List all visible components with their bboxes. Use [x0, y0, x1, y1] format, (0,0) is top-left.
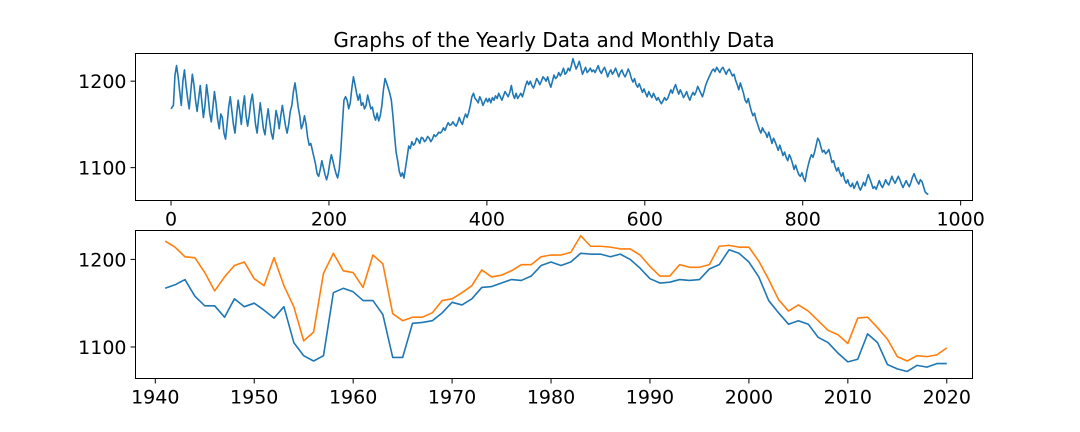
- yearly-chart-plot-area: [170, 57, 929, 196]
- monthly-series-line-2: [164, 234, 948, 362]
- monthly-x-tick-label: 1950: [230, 387, 278, 409]
- monthly-x-tick-label: 1960: [329, 387, 377, 409]
- monthly-y-tick-label: 1200: [78, 249, 126, 271]
- monthly-y-tick-label: 1100: [78, 337, 126, 359]
- monthly-x-tick-label: 1970: [428, 387, 476, 409]
- yearly-y-tick-label: 1100: [78, 158, 126, 180]
- yearly-series-line-1: [170, 57, 929, 196]
- yearly-chart-frame: [135, 53, 973, 201]
- monthly-x-tick-label: 2000: [725, 387, 773, 409]
- yearly-chart-panel: 0 200 400 600 800 1000 1100 1200: [78, 53, 985, 231]
- monthly-chart-plot-area: [164, 234, 948, 373]
- yearly-x-tick-label: 600: [627, 209, 663, 231]
- monthly-chart-x-axis: 1940 1950 1960 1970 1980 1990 2000 2010 2020: [131, 378, 971, 409]
- yearly-x-tick-label: 200: [311, 209, 347, 231]
- monthly-x-tick-label: 1990: [626, 387, 674, 409]
- yearly-x-tick-label: 400: [469, 209, 505, 231]
- monthly-chart-frame: [135, 230, 973, 379]
- chart-title: Graphs of the Yearly Data and Monthly Da…: [333, 28, 774, 52]
- yearly-y-tick-label: 1200: [78, 71, 126, 93]
- monthly-series-line-1: [164, 248, 947, 373]
- yearly-x-tick-label: 800: [785, 209, 821, 231]
- monthly-chart-y-axis: 1100 1200: [78, 249, 136, 359]
- monthly-x-tick-label: 2020: [923, 387, 971, 409]
- monthly-x-tick-label: 2010: [824, 387, 872, 409]
- monthly-chart-panel: 1940 1950 1960 1970 1980 1990 2000 2010 2020 110…: [78, 230, 973, 409]
- yearly-chart-x-axis: 0 200 400 600 800 1000: [165, 200, 985, 231]
- yearly-chart-y-axis: 1100 1200: [78, 71, 136, 180]
- monthly-x-tick-label: 1980: [527, 387, 575, 409]
- yearly-x-tick-label: 1000: [936, 209, 984, 231]
- yearly-x-tick-label: 0: [165, 209, 177, 231]
- monthly-x-tick-label: 1940: [131, 387, 179, 409]
